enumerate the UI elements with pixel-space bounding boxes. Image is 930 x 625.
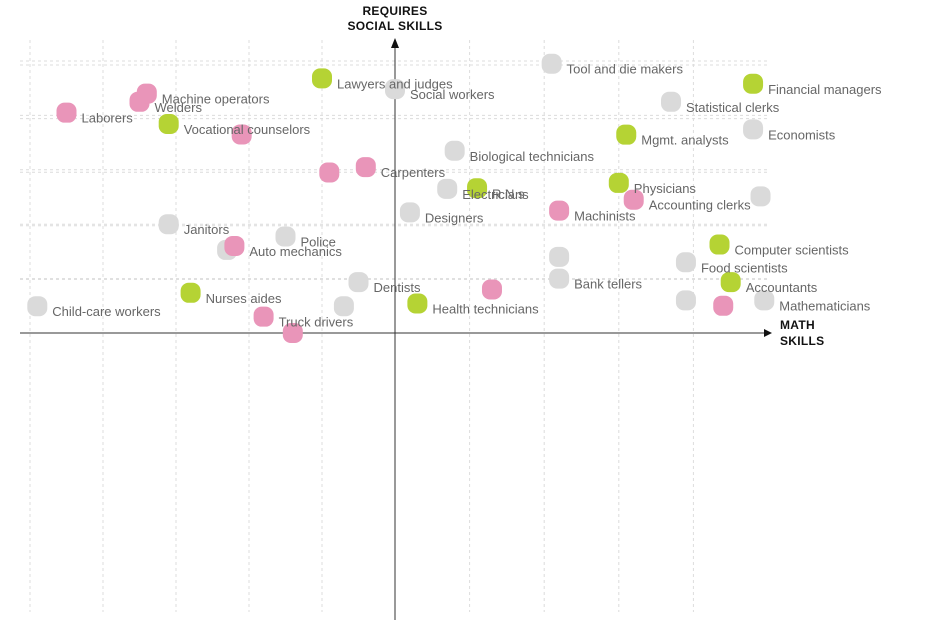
data-label: Vocational counselors <box>184 122 311 137</box>
data-point <box>661 91 682 112</box>
data-label: Machinists <box>574 209 636 224</box>
data-point <box>743 73 764 94</box>
data-point <box>27 296 48 317</box>
data-point <box>549 268 570 289</box>
data-point <box>481 279 502 300</box>
y-axis-title-line: SOCIAL SKILLS <box>347 19 442 33</box>
data-point <box>158 214 179 235</box>
data-point <box>754 290 775 311</box>
data-point <box>253 306 274 327</box>
data-point <box>180 282 201 303</box>
data-label: Police <box>301 235 336 250</box>
data-label: Machine operators <box>162 92 270 107</box>
data-point <box>231 124 252 145</box>
data-label: Janitors <box>184 222 230 237</box>
data-label: Accountants <box>746 280 818 295</box>
data-label: Physicians <box>634 181 697 196</box>
data-point <box>750 186 771 207</box>
data-label: Bank tellers <box>574 277 642 292</box>
x-axis-title-line: MATH <box>780 318 815 332</box>
data-label: Electricians <box>462 187 529 202</box>
data-label: Auto mechanics <box>249 244 342 259</box>
data-label: Lawyers and judges <box>337 76 453 91</box>
data-point <box>348 272 369 293</box>
data-point <box>541 53 562 74</box>
data-label: Welders <box>155 100 203 115</box>
data-point <box>385 79 405 100</box>
data-point <box>743 119 764 140</box>
data-label: Health technicians <box>432 302 539 317</box>
data-label: Mgmt. analysts <box>641 133 729 148</box>
data-point <box>623 189 644 210</box>
data-points <box>27 53 775 343</box>
data-point <box>720 272 741 293</box>
data-label: Computer scientists <box>735 243 850 258</box>
data-label: Mathematicians <box>779 298 871 313</box>
data-point <box>675 252 696 273</box>
data-label: Accounting clerks <box>649 198 751 213</box>
data-point <box>616 124 637 145</box>
data-point <box>136 83 157 104</box>
data-point <box>312 68 332 89</box>
data-point <box>399 202 420 223</box>
data-point <box>437 178 458 199</box>
data-point <box>355 157 376 178</box>
data-label: Food scientists <box>701 260 788 275</box>
x-axis-title-line: SKILLS <box>780 334 824 348</box>
data-label: Statistical clerks <box>686 100 780 115</box>
data-label: Biological technicians <box>470 149 595 164</box>
data-point <box>467 178 488 199</box>
data-label: Tool and die makers <box>567 62 684 77</box>
data-point <box>275 226 296 247</box>
data-label: Economists <box>768 127 836 142</box>
y-axis-title-line: REQUIRES <box>362 4 427 18</box>
data-label: Dentists <box>374 280 421 295</box>
data-label: Child-care workers <box>52 304 161 319</box>
data-label: Social workers <box>410 87 495 102</box>
data-point <box>549 246 570 267</box>
data-point <box>709 234 730 255</box>
data-point <box>444 140 465 161</box>
data-point <box>407 293 428 314</box>
data-point <box>333 296 354 317</box>
data-label: Designers <box>425 210 484 225</box>
data-point <box>675 290 696 311</box>
data-label: Truck drivers <box>279 315 354 330</box>
data-label: R.N.s <box>492 186 525 201</box>
data-label: Laborers <box>82 111 134 126</box>
data-point <box>56 102 77 123</box>
x-axis-arrow <box>764 329 772 337</box>
data-point <box>549 200 570 221</box>
data-point <box>158 113 179 134</box>
data-label: Financial managers <box>768 82 882 97</box>
data-point <box>282 323 303 343</box>
data-point <box>319 162 340 183</box>
y-axis-arrow <box>391 38 399 48</box>
data-point <box>608 172 629 193</box>
data-label: Carpenters <box>381 165 446 180</box>
data-label: Nurses aides <box>206 291 282 306</box>
axes <box>20 38 772 620</box>
data-point <box>713 295 734 316</box>
data-point <box>224 235 245 256</box>
